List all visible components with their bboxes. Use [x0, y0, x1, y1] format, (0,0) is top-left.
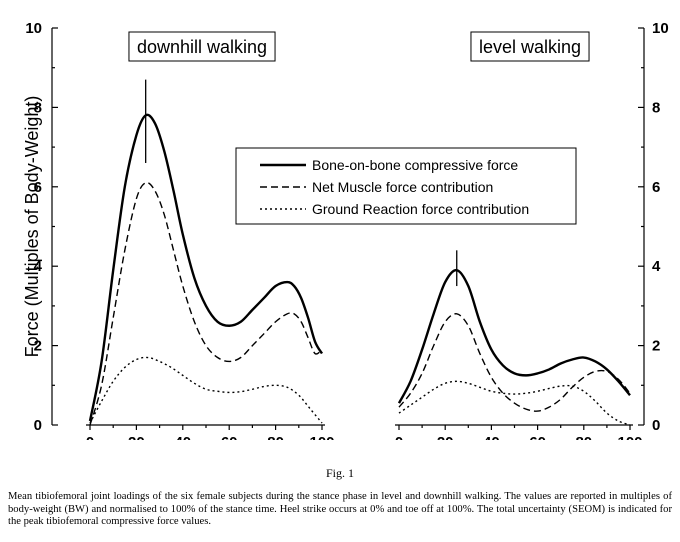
figure-caption: Mean tibiofemoral joint loadings of the …: [8, 491, 672, 528]
legend-label: Net Muscle force contribution: [312, 179, 493, 195]
y-tick-label: 8: [34, 99, 42, 116]
panel-title-box: [128, 31, 276, 62]
chart-svg: 0204060801000246810Force (Multiples of B…: [22, 20, 669, 440]
x-tick-label: 80: [267, 434, 284, 440]
legend-label: Bone-on-bone compressive force: [312, 157, 518, 173]
x-tick-label: 100: [309, 434, 334, 440]
y-tick-label: 2: [34, 338, 42, 355]
legend-box: [235, 147, 577, 225]
x-tick-label: 0: [395, 434, 403, 440]
x-tick-label: 20: [128, 434, 145, 440]
x-tick-label: 20: [437, 434, 454, 440]
chart-panel-2: 0 20 40 60 80 100 0 2 4 6 8 10 level walking: [395, 20, 669, 440]
chart-panel-1: 0 20 40 60 80 100 0 2 4 6 8 10 Force (Multiples of B…: [22, 20, 577, 440]
series-line-dashed: [398, 313, 631, 412]
x-tick-label: 60: [221, 434, 238, 440]
x-tick-label: 40: [174, 434, 191, 440]
y-tick-label: 4: [652, 258, 661, 275]
y-tick-label: 6: [34, 179, 42, 196]
panel-title-box: [470, 31, 590, 62]
x-tick-label: 40: [483, 434, 500, 440]
y-tick-label: 0: [34, 417, 42, 434]
series-line-dashed: [89, 181, 323, 426]
panel-title: level walking: [479, 37, 581, 57]
y-tick-label: 2: [652, 338, 660, 355]
series-line-dotted: [89, 356, 323, 424]
series-line-solid: [397, 268, 631, 404]
legend-label: Ground Reaction force contribution: [312, 201, 529, 217]
series-line-dotted: [398, 380, 631, 426]
x-tick-label: 100: [617, 434, 642, 440]
series-line-solid: [88, 113, 324, 422]
panel-title: downhill walking: [137, 37, 267, 57]
figure-label: Fig. 1: [325, 466, 354, 480]
x-tick-label: 80: [575, 434, 592, 440]
y-tick-label: 0: [652, 417, 660, 434]
legend: Bone-on-bone compressive force Net Muscle…: [235, 147, 577, 225]
y-tick-label: 10: [652, 20, 669, 37]
y-tick-label: 8: [652, 99, 660, 116]
y-tick-label: 6: [652, 179, 660, 196]
y-tick-label: 4: [34, 258, 43, 275]
x-tick-label: 60: [529, 434, 546, 440]
y-tick-label: 10: [25, 20, 42, 37]
figure: 0204060801000246810Force (Multiples of B…: [22, 20, 669, 440]
x-tick-label: 0: [86, 434, 94, 440]
y-axis-label: Force (Multiples of Body-Weight): [22, 96, 42, 358]
